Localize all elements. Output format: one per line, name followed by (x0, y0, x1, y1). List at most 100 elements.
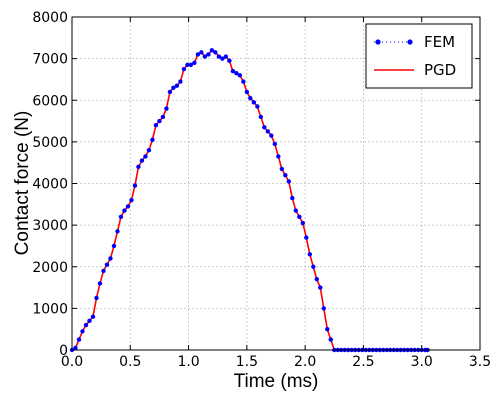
x-tick-label: 3.5 (469, 354, 491, 370)
fem-data-point (146, 148, 152, 153)
fem-data-point (178, 79, 183, 84)
fem-data-point (314, 277, 319, 282)
fem-data-point (129, 197, 134, 203)
fem-data-point (150, 137, 155, 142)
fem-data-point (167, 89, 173, 95)
fem-data-point (206, 52, 211, 57)
fem-data-point (153, 123, 159, 128)
fem-data-point (115, 229, 120, 234)
fem-data-point (108, 256, 113, 261)
fem-data-point (192, 60, 197, 65)
fem-data-point (132, 183, 138, 188)
y-tick-label: 6000 (32, 93, 68, 109)
fem-data-point (234, 70, 239, 76)
x-tick-label: 0.0 (61, 354, 83, 370)
y-tick-label: 0 (59, 343, 68, 359)
legend-fem-marker-right (407, 39, 413, 45)
y-tick-label: 3000 (32, 218, 68, 234)
legend-pgd-label: PGD (424, 61, 456, 79)
fem-data-point (202, 54, 208, 59)
x-tick-label: 1.5 (236, 354, 258, 370)
fem-data-point (83, 322, 89, 328)
fem-data-point (181, 66, 187, 72)
fem-data-point (293, 208, 299, 213)
fem-data-point (297, 214, 302, 219)
fem-data-point (174, 83, 180, 88)
fem-data-point (118, 214, 124, 219)
fem-data-point (143, 154, 148, 159)
y-tick-label: 1000 (32, 301, 68, 317)
fem-data-point (248, 95, 253, 101)
fem-data-point (94, 295, 99, 301)
fem-data-point (290, 195, 295, 201)
fem-data-point (97, 281, 103, 286)
fem-data-point (237, 73, 243, 78)
fem-data-point (220, 56, 225, 61)
fem-data-point (251, 100, 257, 105)
fem-data-point (223, 54, 229, 59)
fem-data-point (279, 166, 285, 172)
fem-data-point (216, 54, 222, 59)
x-tick-label: 0.5 (119, 354, 141, 370)
fem-data-point (209, 48, 215, 53)
fem-data-point (265, 129, 271, 134)
legend: FEM PGD (365, 23, 473, 89)
fem-data-point (80, 329, 85, 334)
fem-data-point (321, 306, 326, 311)
y-tick-label: 8000 (32, 10, 68, 26)
y-tick-label: 4000 (32, 177, 68, 193)
fem-data-point (185, 62, 190, 68)
fem-data-point (73, 345, 78, 351)
fem-data-point (90, 314, 96, 319)
legend-fem-label: FEM (424, 33, 455, 51)
fem-data-point (328, 337, 333, 342)
fem-data-point (139, 158, 145, 163)
fem-data-point (230, 68, 236, 74)
y-tick-label: 2000 (32, 260, 68, 276)
fem-data-point (164, 106, 169, 111)
fem-data-point (157, 118, 162, 124)
fem-data-point (272, 141, 278, 147)
fem-data-point (311, 264, 316, 269)
fem-data-point (125, 204, 131, 209)
x-axis-label: Time (ms) (234, 371, 319, 392)
fem-data-point (195, 52, 201, 57)
fem-data-point (136, 164, 141, 170)
fem-data-point (241, 79, 246, 84)
fem-data-point (160, 114, 166, 120)
fem-data-point (213, 50, 218, 55)
x-tick-label: 3.0 (411, 354, 433, 370)
fem-data-point (255, 104, 260, 109)
y-axis-label: Contact force (N) (12, 111, 33, 256)
legend-box (365, 23, 473, 89)
x-tick-label: 2.5 (352, 354, 374, 370)
x-tick-label: 1.0 (177, 354, 199, 370)
legend-fem-marker-left (375, 39, 381, 45)
fem-data-point (87, 318, 92, 324)
fem-data-point (304, 235, 309, 240)
fem-data-point (300, 220, 306, 226)
fem-data-point (188, 62, 194, 68)
y-tick-label: 7000 (32, 52, 68, 68)
fem-data-point (104, 262, 110, 267)
fem-data-point (244, 89, 250, 95)
fem-data-point (171, 85, 176, 90)
fem-data-point (199, 50, 204, 55)
fem-data-point (286, 179, 292, 184)
fem-data-point (76, 337, 82, 342)
fem-data-point (122, 208, 127, 213)
fem-data-point (325, 326, 330, 332)
fem-data-point (283, 172, 288, 178)
fem-data-point (307, 252, 313, 257)
fem-data-point (227, 58, 232, 63)
ticks: 0.0 0.5 1.0 1.5 2.0 2.5 3.0 3.5 0 1000 2000 3000 400… (32, 10, 491, 370)
fem-data-point (101, 268, 106, 274)
fem-data-point (269, 133, 274, 138)
fem-data-point (111, 243, 117, 249)
fem-data-point (318, 285, 323, 290)
fem-data-point (262, 125, 267, 130)
fem-data-point (276, 154, 281, 159)
fem-data-point (258, 114, 264, 120)
y-tick-label: 5000 (32, 135, 68, 151)
